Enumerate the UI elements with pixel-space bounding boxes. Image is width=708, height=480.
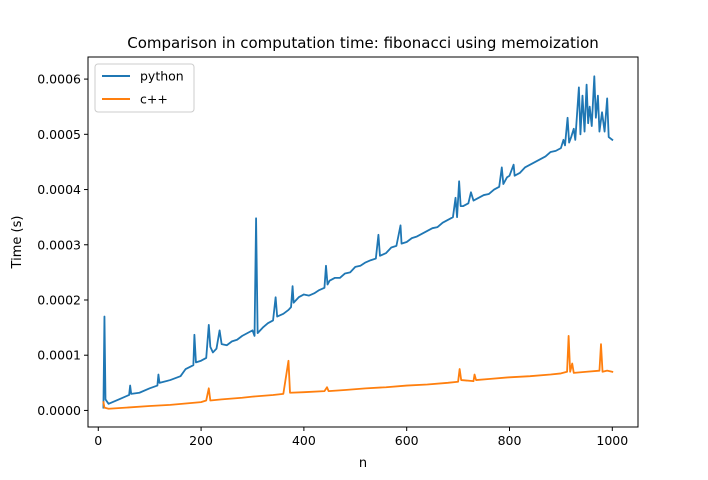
y-tick-label: 0.0006 (37, 72, 81, 87)
x-tick-label: 400 (292, 433, 316, 448)
legend: python c++ (94, 63, 195, 113)
y-tick-label: 0.0002 (37, 292, 81, 307)
chart-title: Comparison in computation time: fibonacc… (127, 34, 599, 52)
series-line-cpp (102, 334, 614, 410)
plot-lines (102, 75, 614, 410)
legend-label-python: python (140, 69, 184, 84)
y-tick-label: 0.0000 (37, 403, 81, 418)
y-tick-label: 0.0001 (37, 348, 81, 363)
y-tick-label: 0.0005 (37, 127, 81, 142)
x-tick-label: 1000 (596, 433, 628, 448)
y-axis: 0.0000 0.0001 0.0002 0.0003 0.0004 0.0005 0.00… (37, 72, 88, 418)
y-tick-label: 0.0003 (37, 237, 81, 252)
x-axis-label: n (359, 456, 367, 471)
legend-label-cpp: c++ (140, 92, 168, 107)
y-axis-label: Time (s) (10, 216, 25, 270)
x-tick-label: 0 (94, 433, 102, 448)
x-tick-label: 600 (395, 433, 419, 448)
x-axis: 0 200 400 600 800 1000 (94, 427, 628, 448)
x-tick-label: 800 (498, 433, 522, 448)
plot-frame (87, 56, 639, 428)
x-tick-label: 200 (189, 433, 213, 448)
series-line-python (102, 75, 614, 409)
y-tick-label: 0.0004 (37, 182, 81, 197)
